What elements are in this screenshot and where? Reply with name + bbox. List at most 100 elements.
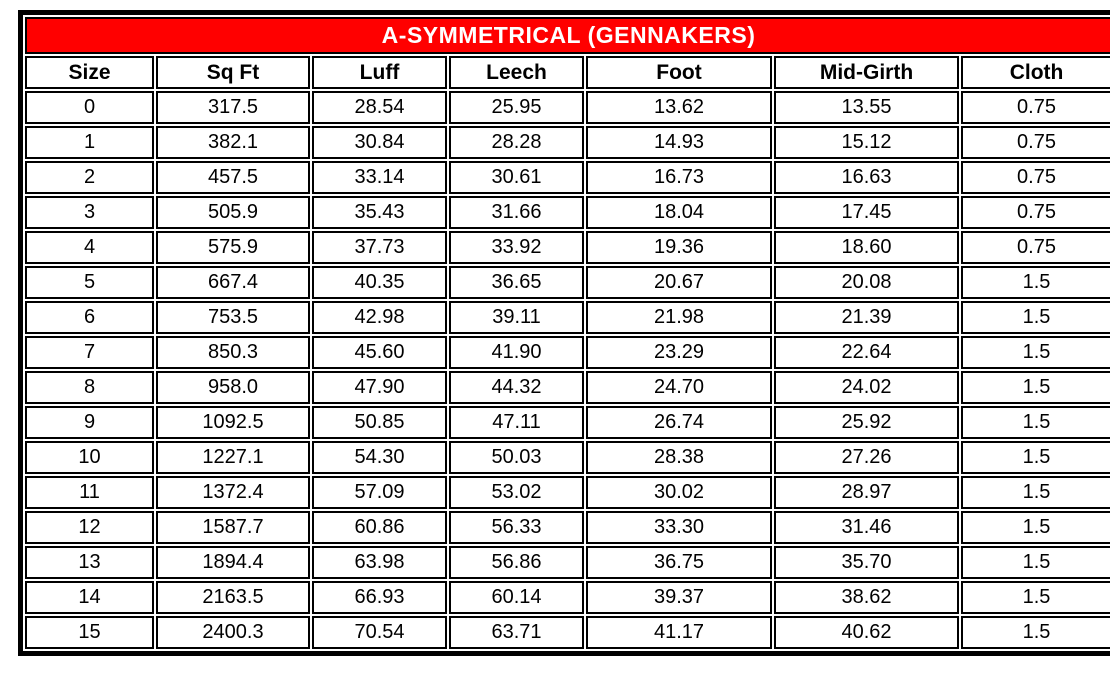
column-header: Leech: [449, 56, 584, 89]
column-header: Mid-Girth: [774, 56, 959, 89]
table-row: 0 317.5 28.54 25.95 13.62 13.55 0.75: [25, 91, 1110, 124]
table-cell: 0.75: [961, 231, 1110, 264]
table-cell: 1.5: [961, 266, 1110, 299]
table-cell: 42.98: [312, 301, 447, 334]
table-cell: 575.9: [156, 231, 310, 264]
table-row: 10 1227.1 54.30 50.03 28.38 27.26 1.5: [25, 441, 1110, 474]
table-cell: 44.32: [449, 371, 584, 404]
table-cell: 54.30: [312, 441, 447, 474]
table-cell: 35.43: [312, 196, 447, 229]
table-cell: 26.74: [586, 406, 772, 439]
table-cell: 24.02: [774, 371, 959, 404]
column-header: Size: [25, 56, 154, 89]
table-cell: 3: [25, 196, 154, 229]
table-cell: 37.73: [312, 231, 447, 264]
table-cell: 39.37: [586, 581, 772, 614]
table-row: 13 1894.4 63.98 56.86 36.75 35.70 1.5: [25, 546, 1110, 579]
table-cell: 20.08: [774, 266, 959, 299]
table-row: 5 667.4 40.35 36.65 20.67 20.08 1.5: [25, 266, 1110, 299]
table-cell: 25.92: [774, 406, 959, 439]
table-cell: 753.5: [156, 301, 310, 334]
table-cell: 35.70: [774, 546, 959, 579]
table-cell: 16.73: [586, 161, 772, 194]
table-cell: 28.38: [586, 441, 772, 474]
table-row: 12 1587.7 60.86 56.33 33.30 31.46 1.5: [25, 511, 1110, 544]
table-body: 0 317.5 28.54 25.95 13.62 13.55 0.75 1 382.1 30.8…: [25, 91, 1110, 649]
table-cell: 24.70: [586, 371, 772, 404]
table-cell: 11: [25, 476, 154, 509]
table-cell: 39.11: [449, 301, 584, 334]
table-cell: 20.67: [586, 266, 772, 299]
table-cell: 8: [25, 371, 154, 404]
table-cell: 1.5: [961, 336, 1110, 369]
table-cell: 1.5: [961, 441, 1110, 474]
table-cell: 41.90: [449, 336, 584, 369]
table-cell: 60.86: [312, 511, 447, 544]
table-cell: 2163.5: [156, 581, 310, 614]
table-cell: 25.95: [449, 91, 584, 124]
table-cell: 57.09: [312, 476, 447, 509]
table-cell: 4: [25, 231, 154, 264]
table-cell: 10: [25, 441, 154, 474]
table-cell: 12: [25, 511, 154, 544]
table-cell: 850.3: [156, 336, 310, 369]
table-cell: 21.98: [586, 301, 772, 334]
table-cell: 19.36: [586, 231, 772, 264]
table-cell: 0.75: [961, 196, 1110, 229]
table-cell: 1587.7: [156, 511, 310, 544]
table-cell: 66.93: [312, 581, 447, 614]
table-cell: 1894.4: [156, 546, 310, 579]
table-cell: 6: [25, 301, 154, 334]
gennakers-spec-table: A-SYMMETRICAL (GENNAKERS) Size Sq Ft Luff L…: [18, 10, 1110, 656]
table-row: 8 958.0 47.90 44.32 24.70 24.02 1.5: [25, 371, 1110, 404]
table-cell: 28.54: [312, 91, 447, 124]
table-cell: 50.03: [449, 441, 584, 474]
table-row: 3 505.9 35.43 31.66 18.04 17.45 0.75: [25, 196, 1110, 229]
table-cell: 1.5: [961, 406, 1110, 439]
table-cell: 22.64: [774, 336, 959, 369]
table-row: 11 1372.4 57.09 53.02 30.02 28.97 1.5: [25, 476, 1110, 509]
table-cell: 18.60: [774, 231, 959, 264]
column-header: Foot: [586, 56, 772, 89]
table-cell: 15: [25, 616, 154, 649]
table-cell: 38.62: [774, 581, 959, 614]
table-cell: 40.62: [774, 616, 959, 649]
table-cell: 7: [25, 336, 154, 369]
table-cell: 0: [25, 91, 154, 124]
table-cell: 36.75: [586, 546, 772, 579]
table-cell: 1372.4: [156, 476, 310, 509]
table-cell: 1: [25, 126, 154, 159]
table-cell: 47.90: [312, 371, 447, 404]
table-cell: 1.5: [961, 371, 1110, 404]
table-cell: 28.97: [774, 476, 959, 509]
table-cell: 317.5: [156, 91, 310, 124]
table-cell: 31.66: [449, 196, 584, 229]
table-cell: 33.14: [312, 161, 447, 194]
table-cell: 958.0: [156, 371, 310, 404]
table-cell: 1.5: [961, 546, 1110, 579]
header-row: Size Sq Ft Luff Leech Foot Mid-Girth Cloth: [25, 56, 1110, 89]
table-cell: 0.75: [961, 126, 1110, 159]
table-cell: 505.9: [156, 196, 310, 229]
table-cell: 56.33: [449, 511, 584, 544]
table-cell: 457.5: [156, 161, 310, 194]
table-cell: 21.39: [774, 301, 959, 334]
table-cell: 667.4: [156, 266, 310, 299]
column-header: Cloth: [961, 56, 1110, 89]
title-row: A-SYMMETRICAL (GENNAKERS): [25, 17, 1110, 54]
table-row: 7 850.3 45.60 41.90 23.29 22.64 1.5: [25, 336, 1110, 369]
table-cell: 63.71: [449, 616, 584, 649]
table-row: 1 382.1 30.84 28.28 14.93 15.12 0.75: [25, 126, 1110, 159]
table-head: A-SYMMETRICAL (GENNAKERS) Size Sq Ft Luff L…: [25, 17, 1110, 89]
column-header: Sq Ft: [156, 56, 310, 89]
table-cell: 1.5: [961, 581, 1110, 614]
table-row: 14 2163.5 66.93 60.14 39.37 38.62 1.5: [25, 581, 1110, 614]
table-cell: 15.12: [774, 126, 959, 159]
table-cell: 45.60: [312, 336, 447, 369]
table-cell: 14.93: [586, 126, 772, 159]
table-title: A-SYMMETRICAL (GENNAKERS): [25, 17, 1110, 54]
table-cell: 1.5: [961, 476, 1110, 509]
table-cell: 30.84: [312, 126, 447, 159]
table-cell: 30.02: [586, 476, 772, 509]
